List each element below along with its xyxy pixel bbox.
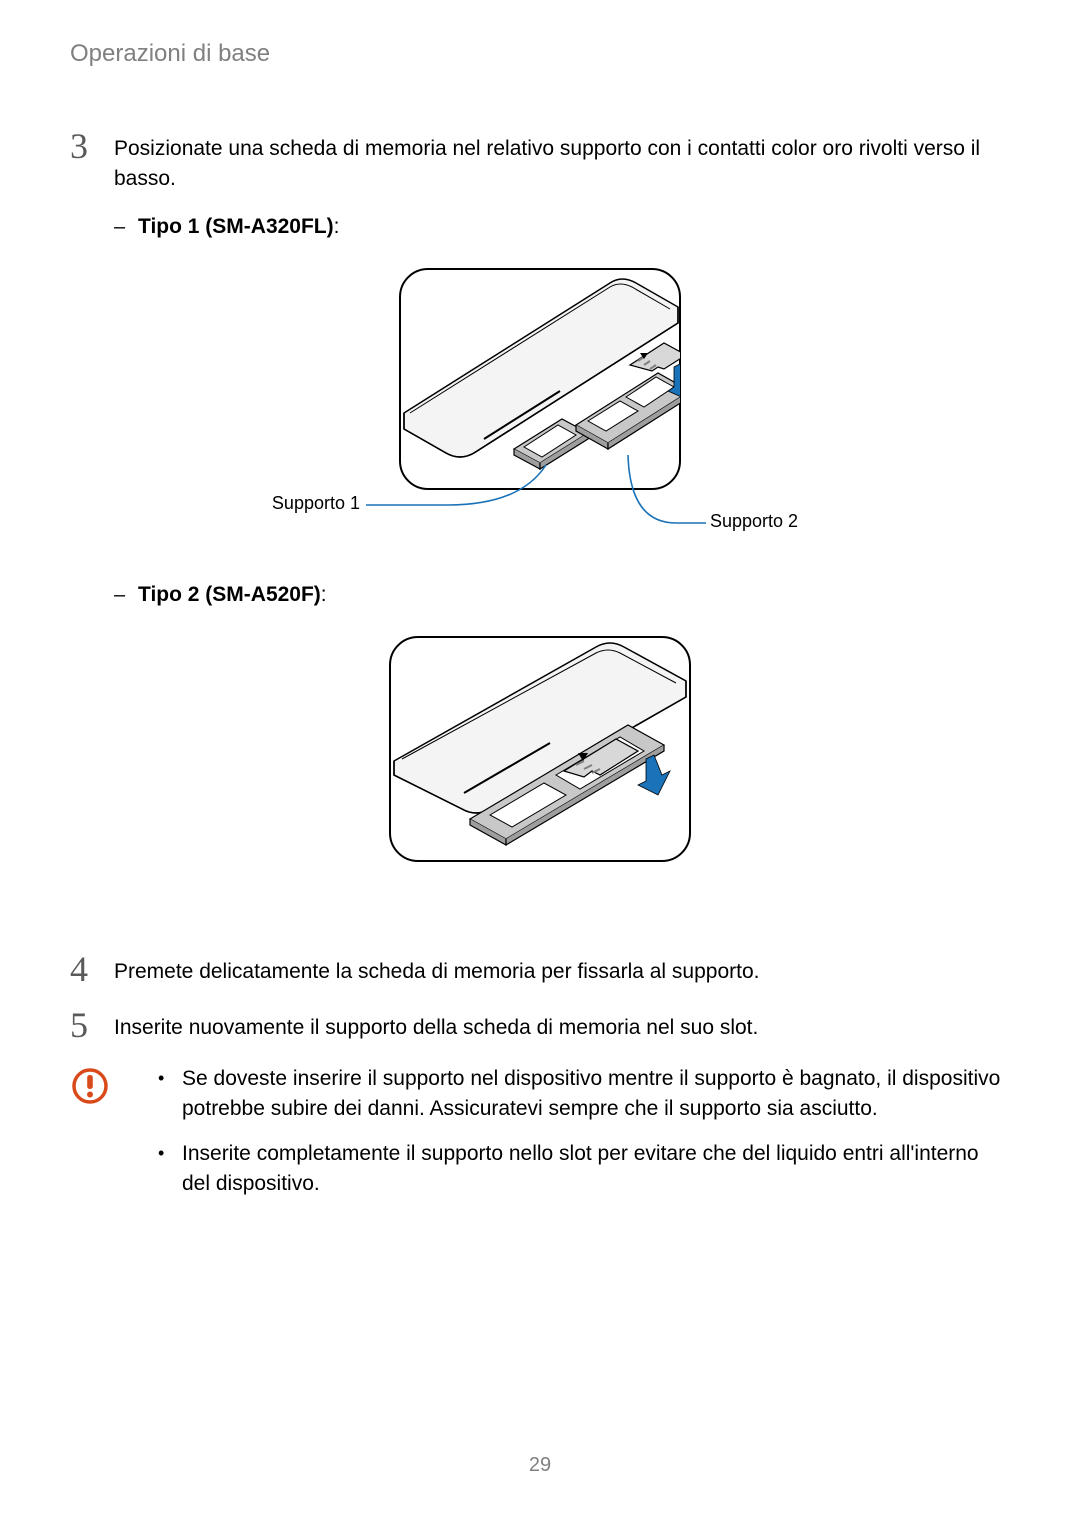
step-5: 5 Inserite nuovamente il supporto della …: [70, 1007, 1010, 1043]
bullet-icon: •: [158, 1139, 182, 1168]
figure-type2: [70, 631, 1010, 871]
caution-list: • Se doveste inserire il supporto nel di…: [158, 1064, 1010, 1214]
step-3: 3 Posizionate una scheda di memoria nel …: [70, 128, 1010, 195]
dash-icon: –: [114, 216, 138, 239]
caution-text-2: Inserite completamente il supporto nello…: [182, 1139, 1010, 1200]
step-4-number: 4: [70, 951, 114, 987]
type1-label-row: – Tipo 1 (SM-A320FL):: [114, 215, 1010, 239]
figure-type1: Supporto 1 Supporto 2: [70, 263, 1010, 543]
dash-icon: –: [114, 584, 138, 607]
step-3-number: 3: [70, 128, 114, 164]
caution-block: • Se doveste inserire il supporto nel di…: [70, 1064, 1010, 1214]
caution-item-1: • Se doveste inserire il supporto nel di…: [158, 1064, 1010, 1125]
type2-label-row: – Tipo 2 (SM-A520F):: [114, 583, 1010, 607]
callout-supporto2: Supporto 2: [710, 511, 798, 531]
caution-icon: [70, 1064, 114, 1111]
step-3-text: Posizionate una scheda di memoria nel re…: [114, 128, 1010, 195]
step-4: 4 Premete delicatamente la scheda di mem…: [70, 951, 1010, 987]
caution-text-1: Se doveste inserire il supporto nel disp…: [182, 1064, 1010, 1125]
type2-label: Tipo 2 (SM-A520F):: [138, 583, 327, 607]
bullet-icon: •: [158, 1064, 182, 1093]
step-5-text: Inserite nuovamente il supporto della sc…: [114, 1007, 1010, 1043]
caution-item-2: • Inserite completamente il supporto nel…: [158, 1139, 1010, 1200]
type1-label: Tipo 1 (SM-A320FL):: [138, 215, 339, 239]
step-4-text: Premete delicatamente la scheda di memor…: [114, 951, 1010, 987]
callout-supporto1: Supporto 1: [272, 493, 360, 513]
page-number: 29: [0, 1454, 1080, 1477]
section-header: Operazioni di base: [70, 40, 1010, 68]
step-5-number: 5: [70, 1007, 114, 1043]
